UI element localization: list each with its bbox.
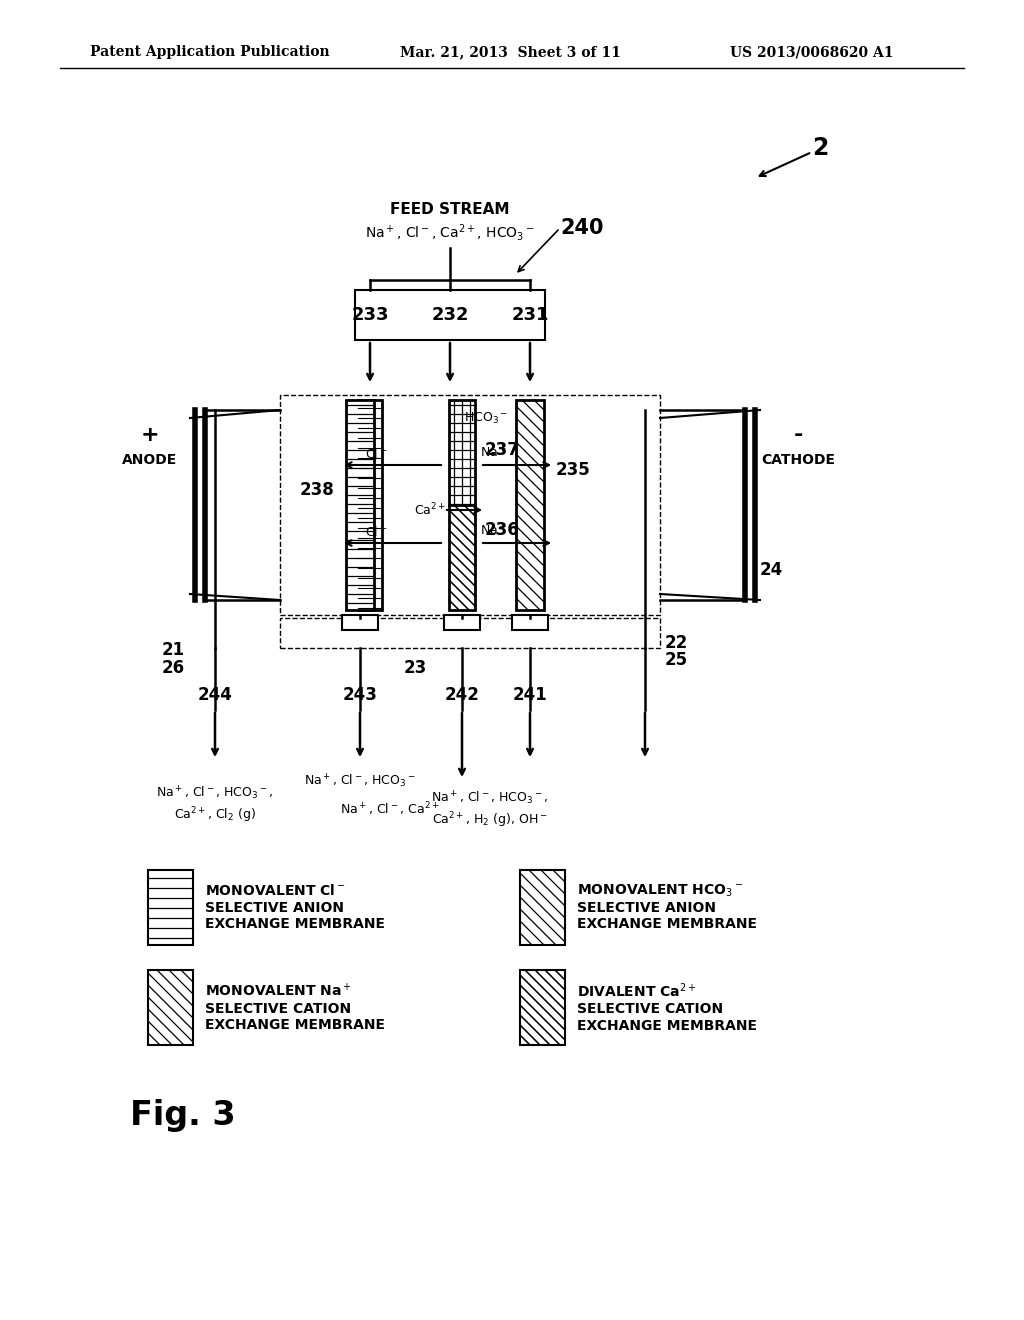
Text: 21: 21	[162, 642, 185, 659]
Text: MONOVALENT Na$^+$
SELECTIVE CATION
EXCHANGE MEMBRANE: MONOVALENT Na$^+$ SELECTIVE CATION EXCHA…	[205, 982, 385, 1032]
Bar	[512, 615, 548, 630]
Text: 24: 24	[760, 561, 783, 579]
Text: Cl$^-$: Cl$^-$	[365, 525, 387, 539]
Text: Cl$^-$: Cl$^-$	[365, 447, 387, 461]
Text: -: -	[794, 425, 803, 445]
Text: 236: 236	[485, 521, 520, 539]
Text: 22: 22	[665, 634, 688, 652]
Text: 241: 241	[513, 686, 548, 704]
Text: 244: 244	[198, 686, 232, 704]
Text: Na$^+$, Cl$^-$, HCO$_3$$^-$,
Ca$^{2+}$, Cl$_2$ (g): Na$^+$, Cl$^-$, HCO$_3$$^-$, Ca$^{2+}$, …	[157, 785, 273, 825]
Text: 25: 25	[665, 651, 688, 669]
Text: 231: 231	[511, 306, 549, 323]
Text: MONOVALENT HCO$_3$$^-$
SELECTIVE ANION
EXCHANGE MEMBRANE: MONOVALENT HCO$_3$$^-$ SELECTIVE ANION E…	[577, 883, 757, 932]
Text: 237: 237	[485, 441, 520, 459]
Text: US 2013/0068620 A1: US 2013/0068620 A1	[730, 45, 894, 59]
Bar	[280, 618, 660, 648]
Bar	[520, 870, 565, 945]
Text: Ca$^{2+}$: Ca$^{2+}$	[414, 502, 446, 519]
Text: DIVALENT Ca$^{2+}$
SELECTIVE CATION
EXCHANGE MEMBRANE: DIVALENT Ca$^{2+}$ SELECTIVE CATION EXCH…	[577, 982, 757, 1032]
Text: 26: 26	[162, 659, 185, 677]
Bar	[346, 400, 374, 610]
Bar	[358, 400, 382, 610]
Bar	[355, 290, 545, 341]
Text: +: +	[140, 425, 160, 445]
Text: MONOVALENT Cl$^-$
SELECTIVE ANION
EXCHANGE MEMBRANE: MONOVALENT Cl$^-$ SELECTIVE ANION EXCHAN…	[205, 883, 385, 931]
Text: FEED STREAM: FEED STREAM	[390, 202, 510, 218]
Text: Patent Application Publication: Patent Application Publication	[90, 45, 330, 59]
Text: ANODE: ANODE	[123, 453, 177, 467]
Bar	[280, 395, 660, 615]
Text: Na$^+$: Na$^+$	[480, 446, 507, 461]
Text: 242: 242	[444, 686, 479, 704]
Bar	[342, 615, 378, 630]
Text: CATHODE: CATHODE	[761, 453, 835, 467]
Text: Na$^+$: Na$^+$	[480, 524, 507, 539]
Text: Na$^+$, Cl$^-$, Ca$^{2+}$, HCO$_3$$^-$: Na$^+$, Cl$^-$, Ca$^{2+}$, HCO$_3$$^-$	[366, 223, 535, 243]
Text: 240: 240	[560, 218, 603, 238]
Bar	[516, 400, 544, 610]
Bar	[444, 615, 480, 630]
Text: Na$^+$, Cl$^-$, Ca$^{2+}$: Na$^+$, Cl$^-$, Ca$^{2+}$	[340, 800, 440, 817]
Bar	[449, 400, 475, 506]
Text: Fig. 3: Fig. 3	[130, 1098, 236, 1131]
Text: Na$^+$, Cl$^-$, HCO$_3$$^-$: Na$^+$, Cl$^-$, HCO$_3$$^-$	[304, 774, 416, 791]
Text: 238: 238	[299, 480, 334, 499]
Text: Mar. 21, 2013  Sheet 3 of 11: Mar. 21, 2013 Sheet 3 of 11	[400, 45, 621, 59]
Text: 235: 235	[556, 461, 591, 479]
Bar	[520, 970, 565, 1045]
Text: 2: 2	[812, 136, 828, 160]
Text: 232: 232	[431, 306, 469, 323]
Bar	[449, 506, 475, 610]
Text: 23: 23	[403, 659, 427, 677]
Text: Na$^+$, Cl$^-$, HCO$_3$$^-$,
Ca$^{2+}$, H$_2$ (g), OH$^-$: Na$^+$, Cl$^-$, HCO$_3$$^-$, Ca$^{2+}$, …	[431, 789, 549, 830]
Text: HCO$_3$$^-$: HCO$_3$$^-$	[464, 411, 508, 425]
Bar	[148, 970, 193, 1045]
Text: 233: 233	[351, 306, 389, 323]
Text: 243: 243	[343, 686, 378, 704]
Bar	[148, 870, 193, 945]
